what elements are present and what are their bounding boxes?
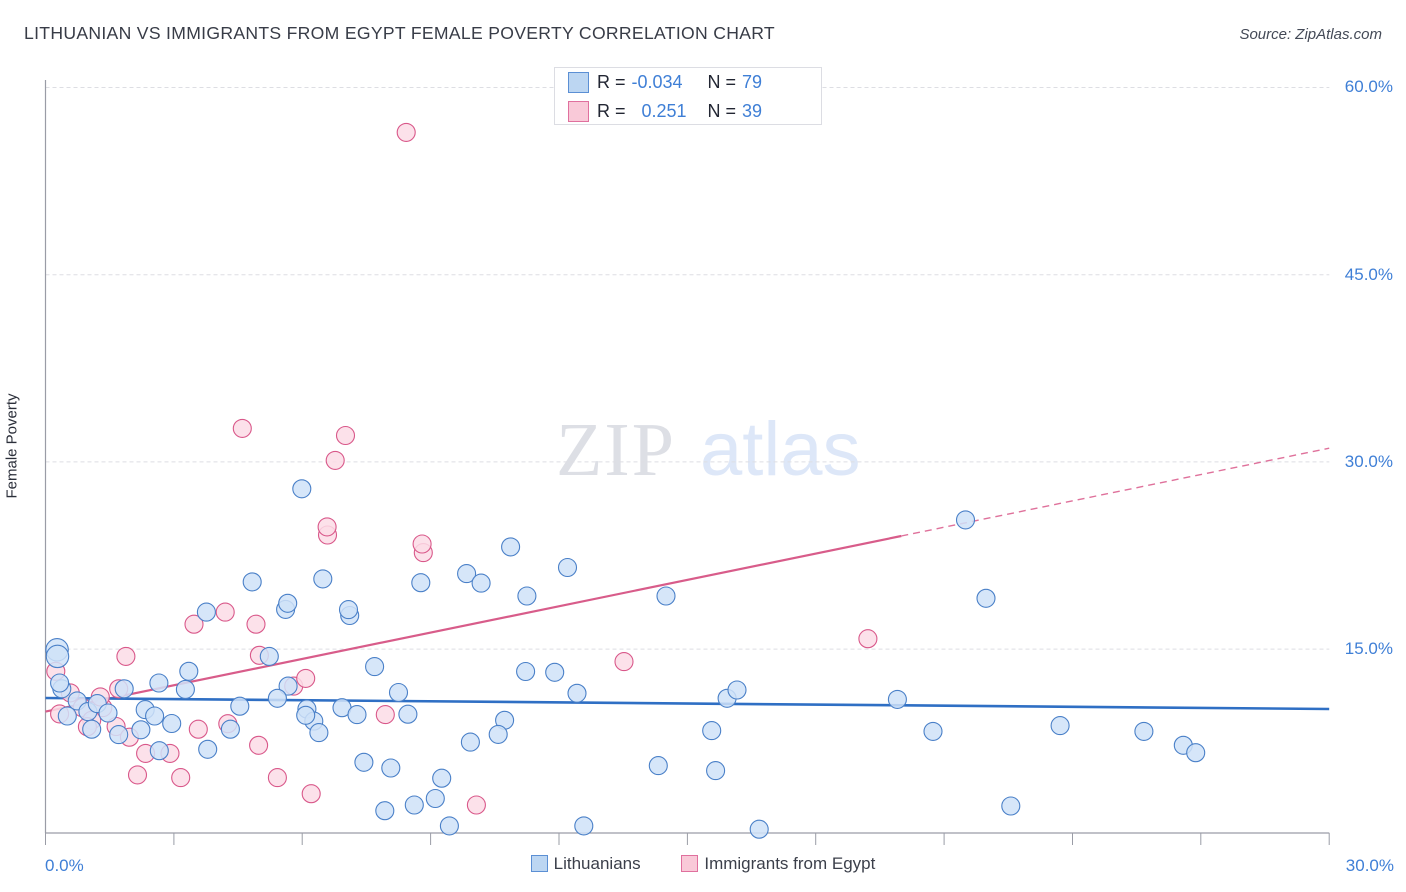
svg-text:atlas: atlas (700, 407, 861, 492)
svg-text:ZIP: ZIP (556, 408, 676, 492)
